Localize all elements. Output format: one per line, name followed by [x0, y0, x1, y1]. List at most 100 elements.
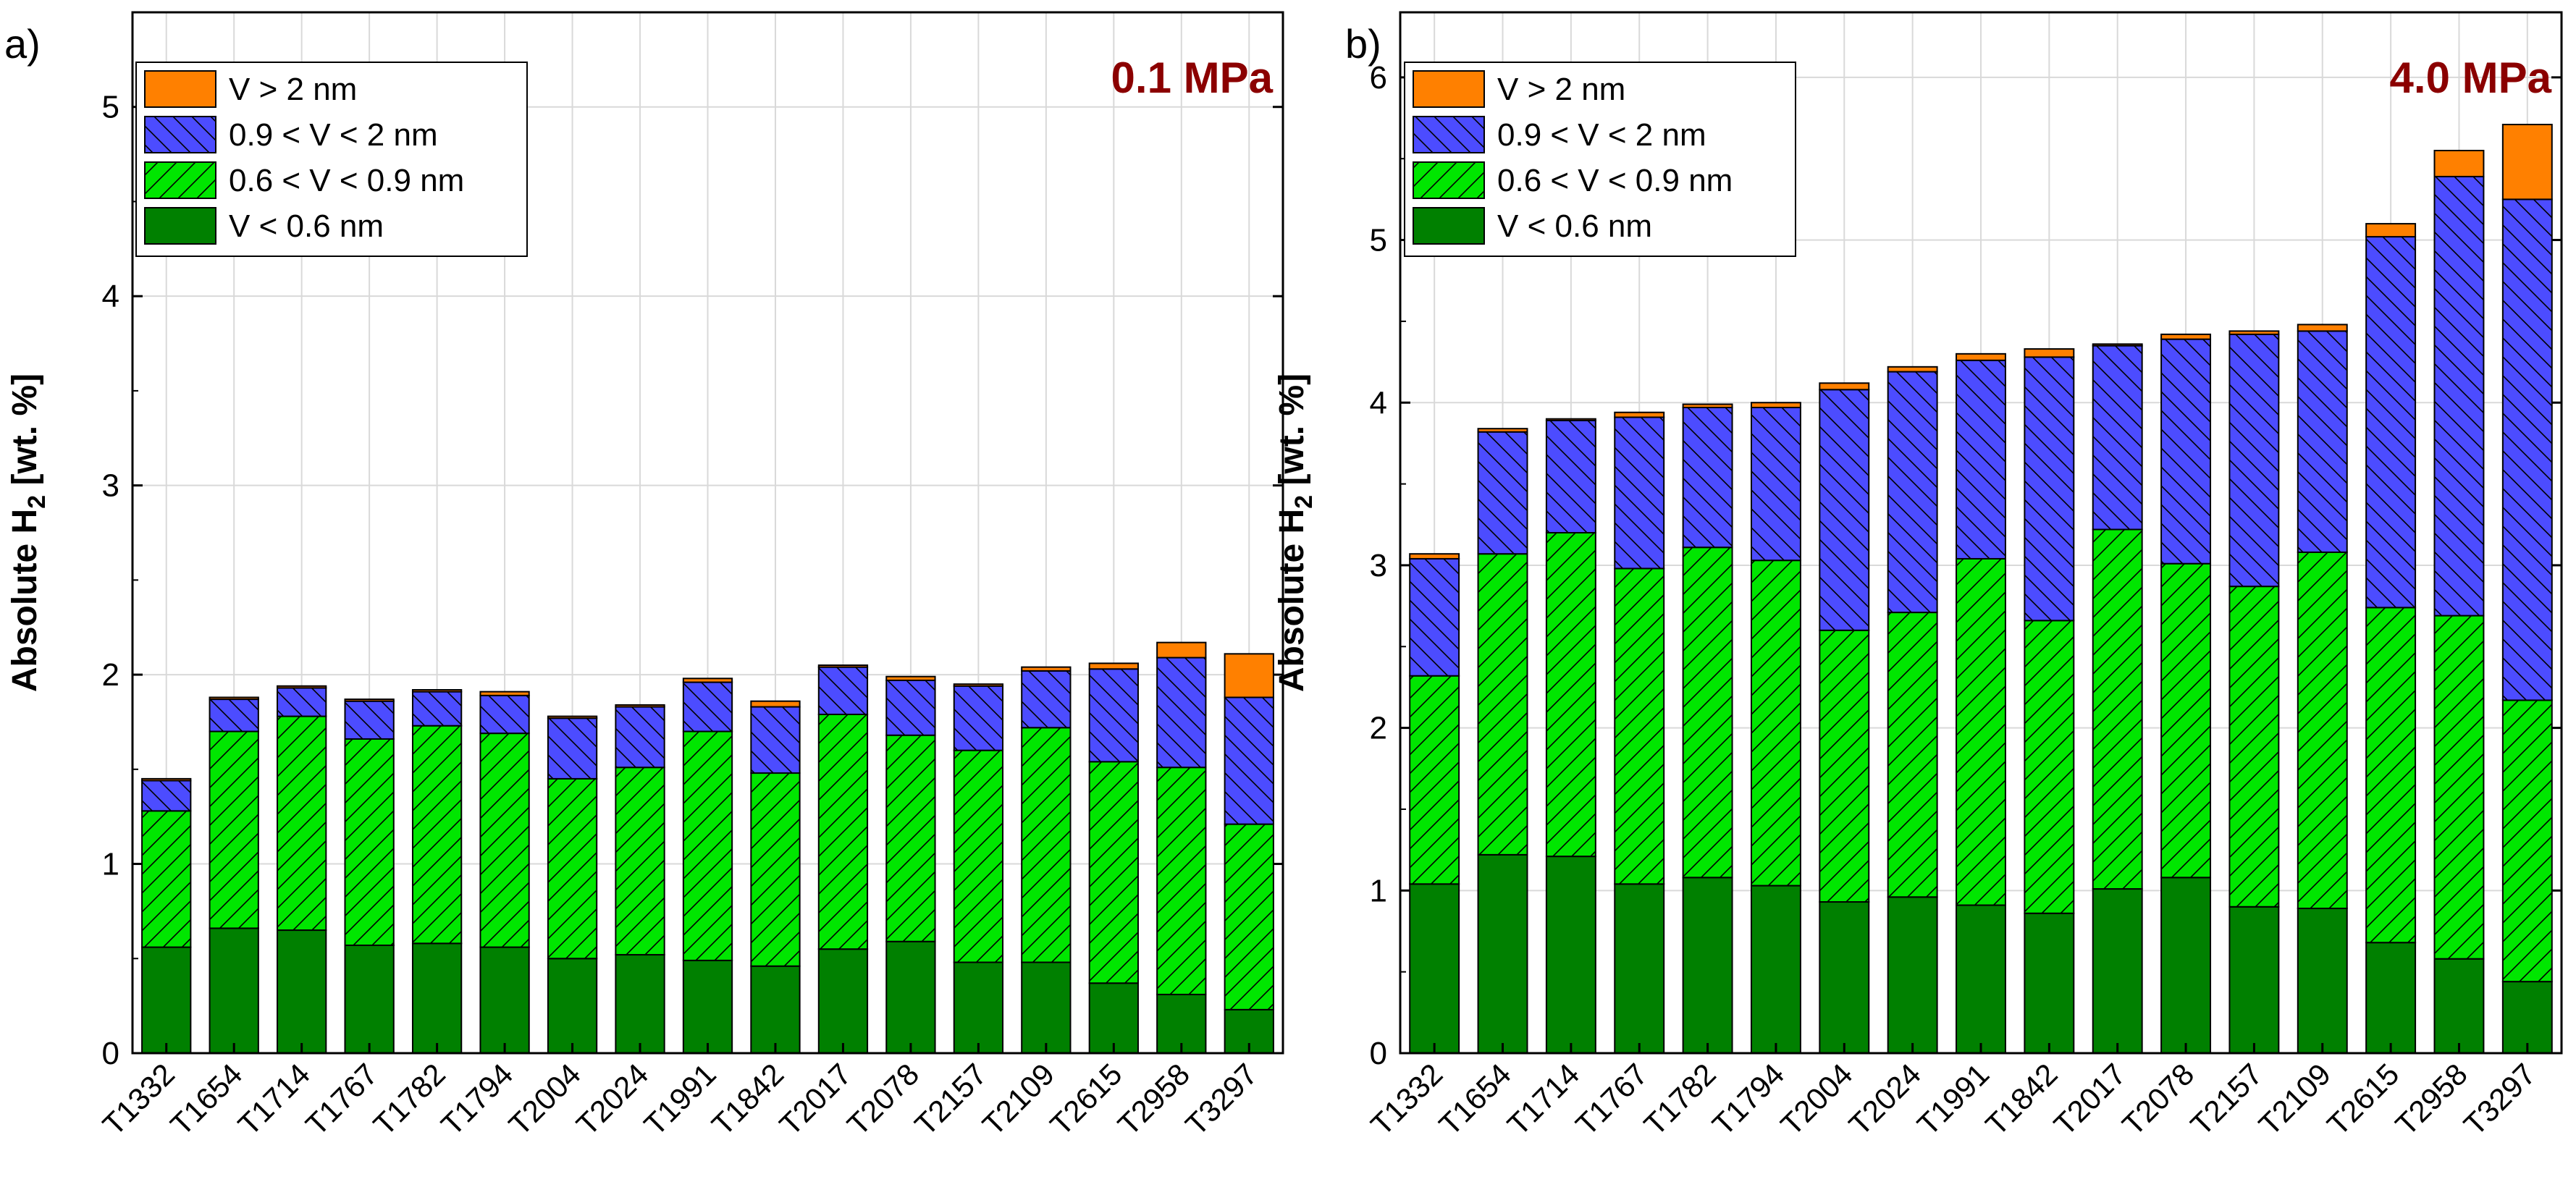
x-tick-label: T1842 [1979, 1057, 2063, 1141]
bar-r09_2-t1842-hatch [2024, 357, 2074, 621]
x-tick-label: T2157 [908, 1057, 993, 1141]
bar-r09_2-t1332-hatch [142, 780, 191, 811]
bar-lt06-t2157 [2228, 906, 2280, 1054]
bar-r09_2-t1654-hatch [209, 699, 258, 732]
y-tick-label: 5 [102, 90, 119, 125]
bar-lt06-t2078 [2160, 877, 2212, 1055]
x-tick-label: T1767 [1569, 1057, 1654, 1141]
bar-r09_2-t1842-hatch [751, 706, 800, 774]
legend-label-gt2: V > 2 nm [229, 72, 357, 107]
bar-gt2-t2157 [953, 683, 1004, 687]
y-axis-title-unit: [wt. %] [6, 373, 44, 495]
bar-r06_09-t2958-hatch [2434, 615, 2484, 959]
bar-gt2-t2157 [2228, 330, 2280, 335]
bar-r06_09-t1654-hatch [209, 731, 258, 929]
x-tick-label: T1767 [299, 1057, 384, 1141]
bar-r09_2-t1991-hatch [683, 682, 733, 732]
bar-r09_2-t1654-hatch [1478, 431, 1528, 554]
bar-lt06-t1714 [277, 929, 327, 1055]
bar-r06_09-t2078-hatch [886, 735, 935, 942]
bar-r06_09-t2615-hatch [2366, 607, 2416, 943]
bar-r06_09-t1782-hatch [412, 725, 462, 944]
bar-r06_09-t1991-hatch [683, 731, 733, 961]
bars [1409, 124, 2553, 1055]
legend-swatch-gt2 [144, 70, 216, 108]
bar-lt06-t1654 [1477, 853, 1528, 1054]
bar-r09_2-t1794-hatch [1751, 407, 1801, 561]
bar-gt2-t1842 [750, 700, 801, 708]
x-axis: T1332T1654T1714T1767T1782T1794T2004T2024… [1364, 1043, 2542, 1142]
bar-lt06-t1991 [682, 959, 733, 1055]
x-tick-label: T2004 [1774, 1057, 1859, 1141]
legend-swatch-hatch-r06_09 [145, 162, 216, 198]
bar-r09_2-t1991-hatch [1956, 360, 2005, 559]
bar-gt2-t1332 [141, 777, 192, 782]
bar-r06_09-t1991-hatch [1956, 558, 2005, 906]
y-axis-title-main: Absolute H [1273, 509, 1311, 692]
panel-label: b) [1345, 21, 1381, 67]
bar-gt2-t2017 [817, 664, 869, 668]
x-tick-label: T2958 [2388, 1057, 2473, 1141]
x-tick-label: T2157 [2184, 1057, 2268, 1141]
bar-r06_09-t2078-hatch [2161, 563, 2211, 878]
y-tick-label: 0 [102, 1036, 119, 1071]
y-axis-title-subscript: 2 [1290, 495, 1318, 509]
bar-gt2-t1767 [1614, 411, 1665, 418]
x-tick-label: T1654 [1432, 1057, 1517, 1141]
bar-r09_2-t3297-hatch [2502, 199, 2552, 701]
x-tick-label: T2958 [1111, 1057, 1196, 1141]
bar-gt2-t2078 [885, 675, 936, 681]
y-axis-title-subscript: 2 [23, 495, 51, 509]
bar-r06_09-t2024-hatch [1887, 612, 1937, 898]
bar-gt2-t3297 [2501, 124, 2553, 200]
bar-r06_09-t2004-hatch [1819, 630, 1869, 903]
bar-lt06-t1991 [1956, 904, 2006, 1055]
x-tick-label: T2109 [2252, 1057, 2337, 1141]
bar-r09_2-t2615-hatch [1089, 669, 1138, 762]
x-tick-label: T2004 [502, 1057, 586, 1141]
bar-lt06-t1332 [141, 946, 192, 1054]
bar-lt06-t2615 [1088, 982, 1139, 1055]
legend-swatch-hatch-r09_2 [1413, 117, 1484, 153]
bar-lt06-t2109 [2297, 908, 2348, 1054]
bar-r09_2-t2017-hatch [818, 667, 868, 714]
bar-gt2-t2078 [2160, 333, 2212, 340]
bar-r06_09-t1714-hatch [1546, 533, 1596, 857]
x-tick-label: T1794 [1706, 1057, 1790, 1141]
bar-r09_2-t2004-hatch [1819, 389, 1869, 630]
bar-gt2-t2004 [1819, 382, 1870, 391]
bar-lt06-t1767 [1614, 883, 1665, 1054]
y-tick-label: 1 [1370, 873, 1387, 908]
x-tick-label: T1782 [367, 1057, 452, 1141]
bar-r09_2-t1767-hatch [1615, 417, 1664, 569]
bar-gt2-t1991 [682, 677, 733, 683]
bar-lt06-t2024 [1887, 896, 1938, 1055]
bar-r09_2-t1782-hatch [412, 691, 462, 726]
bar-lt06-t1794 [479, 946, 530, 1054]
y-tick-label: 3 [102, 468, 119, 504]
bar-lt06-t1842 [750, 965, 801, 1055]
bar-lt06-t2024 [615, 954, 665, 1054]
y-tick-label: 1 [102, 847, 119, 882]
x-tick-label: T1654 [164, 1057, 248, 1141]
bar-r09_2-t1714-hatch [1546, 420, 1596, 533]
x-axis: T1332T1654T1714T1767T1782T1794T2004T2024… [96, 1043, 1264, 1142]
bar-lt06-t1782 [1682, 877, 1733, 1055]
bar-r06_09-t2109-hatch [2297, 552, 2347, 909]
bar-r09_2-t1782-hatch [1683, 407, 1733, 548]
bar-r09_2-t3297-hatch [1224, 697, 1274, 824]
bar-lt06-t2004 [1819, 901, 1870, 1055]
bar-gt2-t1842 [2024, 348, 2075, 358]
bar-r06_09-t1767-hatch [345, 738, 394, 945]
legend: V > 2 nm 0.9 < V < 2 nm 0.6 < V < 0.9 nm V … [135, 62, 528, 257]
legend-swatch-hatch-r06_09 [1413, 162, 1484, 198]
legend-swatch-lt06 [144, 207, 216, 245]
bar-r06_09-t1767-hatch [1615, 568, 1664, 885]
bar-r06_09-t1794-hatch [480, 733, 529, 947]
x-tick-label: T2109 [976, 1057, 1061, 1141]
bar-gt2-t1782 [411, 689, 463, 693]
bar-r06_09-t3297-hatch [2502, 700, 2552, 982]
bar-r09_2-t1794-hatch [480, 695, 529, 734]
y-tick-label: 4 [1370, 385, 1387, 421]
bar-r06_09-t1794-hatch [1751, 560, 1801, 886]
